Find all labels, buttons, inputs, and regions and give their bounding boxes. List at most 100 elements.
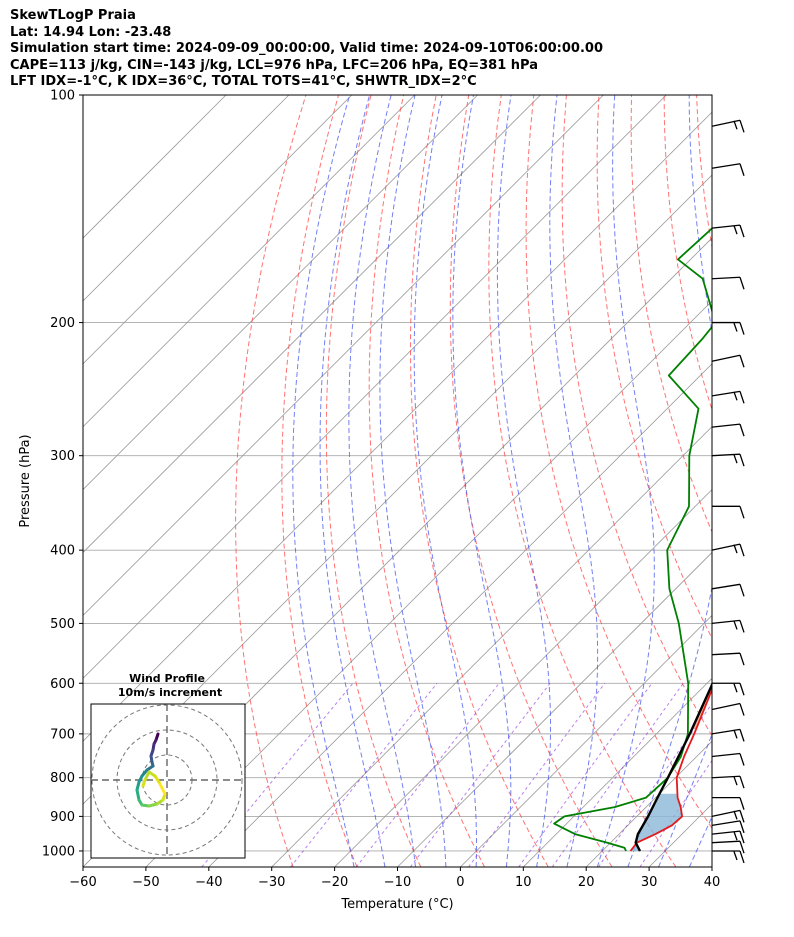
wind-barb (711, 453, 745, 467)
isotherm-line (83, 95, 604, 616)
data-layer (553, 95, 794, 852)
x-tick-label: −10 (384, 875, 411, 890)
grid-layer (83, 95, 794, 867)
isotherm-line (648, 803, 712, 867)
y-axis-label: Pressure (hPa) (18, 434, 33, 527)
chart-header: SkewTLogP Praia Lat: 14.94 Lon: -23.48 S… (10, 8, 780, 91)
mixing-ratio-line (597, 702, 712, 867)
x-tick-label: 10 (515, 875, 532, 890)
wind-barb (711, 423, 745, 437)
mixing-ratio-line (409, 682, 551, 867)
wind-barb (712, 850, 745, 864)
cin-area-mid (691, 684, 712, 730)
dry-adiabat (281, 95, 358, 867)
isotherm-line (83, 111, 712, 742)
dry-adiabat (410, 95, 549, 867)
cape-area (754, 95, 794, 533)
isotherm-line (83, 95, 353, 365)
dry-adiabat (630, 95, 712, 534)
cape-line: CAPE=113 j/kg, CIN=-143 j/kg, LCL=976 hP… (10, 57, 538, 73)
wind-barb (711, 119, 745, 133)
dewpoint-line (553, 227, 712, 852)
isotherm-line (460, 614, 712, 867)
wind-barb (711, 830, 745, 844)
isotherm-line (208, 363, 712, 867)
x-tick-label: −60 (69, 875, 96, 890)
wind-barb (711, 652, 745, 666)
dry-adiabat (696, 95, 712, 250)
wind-barb (712, 321, 745, 335)
moist-adiabat (452, 95, 512, 867)
index-line: LFT IDX=-1°C, K IDX=36°C, TOTAL TOTS=41°… (10, 74, 477, 89)
mixing-ratio-line (551, 683, 684, 867)
dry-adiabat (368, 95, 485, 867)
dry-adiabat (561, 95, 712, 737)
inset-subtitle: 10m/s increment (118, 686, 222, 699)
moist-adiabat (413, 95, 477, 867)
x-tick-label: 0 (456, 875, 464, 890)
isotherm-line (585, 740, 712, 867)
wind-barb (711, 840, 745, 854)
dry-adiabat (235, 95, 307, 867)
moist-adiabat (596, 95, 655, 867)
wind-barb (711, 775, 745, 789)
x-tick-label: −40 (195, 875, 222, 890)
x-tick-label: 20 (578, 875, 595, 890)
wind-barb (712, 505, 745, 519)
y-tick-label: 500 (50, 617, 75, 632)
isotherm-line (711, 866, 712, 867)
moist-adiabat (292, 95, 355, 867)
time-line: Simulation start time: 2024-09-09_00:00:… (10, 41, 603, 56)
y-tick-label: 300 (50, 449, 75, 464)
wind-barb (712, 796, 745, 810)
dry-adiabat (488, 95, 677, 867)
dry-adiabat (525, 95, 712, 829)
x-tick-label: 30 (641, 875, 658, 890)
wind-barb (711, 543, 745, 557)
wind-barb (711, 163, 745, 176)
moist-adiabat (496, 95, 551, 867)
chart-title: SkewTLogP Praia (10, 8, 136, 23)
wind-barb (711, 224, 745, 238)
wind-barb (712, 682, 745, 696)
parcel-line (634, 681, 712, 852)
moist-adiabat (348, 95, 416, 867)
isotherm-line (334, 489, 712, 867)
dry-adiabat (449, 95, 613, 867)
y-tick-label: 600 (50, 677, 75, 692)
wind-barb (711, 702, 745, 716)
y-tick-label: 400 (50, 544, 75, 559)
y-tick-label: 900 (50, 810, 75, 825)
wind-barb (711, 390, 745, 404)
y-tick-label: 800 (50, 771, 75, 786)
dry-adiabat (596, 95, 712, 640)
mixing-ratio-line (518, 683, 653, 867)
hodograph-segment (135, 788, 141, 802)
wind-barb (711, 752, 745, 766)
isotherm-line (523, 677, 712, 867)
wind-barb (711, 276, 745, 290)
mixing-ratio-line (290, 682, 438, 867)
dry-adiabat (663, 95, 712, 412)
wind-barb (711, 728, 745, 742)
y-tick-label: 1000 (42, 844, 75, 859)
wind-barbs (711, 119, 745, 864)
isotherm-line (83, 95, 290, 302)
wind-barb (711, 583, 745, 597)
location-line: Lat: 14.94 Lon: -23.48 (10, 24, 172, 40)
wind-barb (711, 820, 745, 834)
wind-barb (711, 619, 745, 633)
isotherm-line (83, 95, 227, 239)
moist-adiabat (379, 95, 447, 867)
isotherm-line (397, 551, 712, 867)
wind-barb (711, 809, 745, 823)
temperature-line (629, 687, 712, 852)
x-tick-label: −30 (258, 875, 285, 890)
moist-adiabat (627, 95, 712, 867)
y-tick-label: 200 (50, 316, 75, 331)
x-tick-label: −20 (321, 875, 348, 890)
dry-adiabat (729, 95, 794, 867)
x-tick-label: 40 (704, 875, 721, 890)
hodograph-segment (141, 778, 147, 788)
